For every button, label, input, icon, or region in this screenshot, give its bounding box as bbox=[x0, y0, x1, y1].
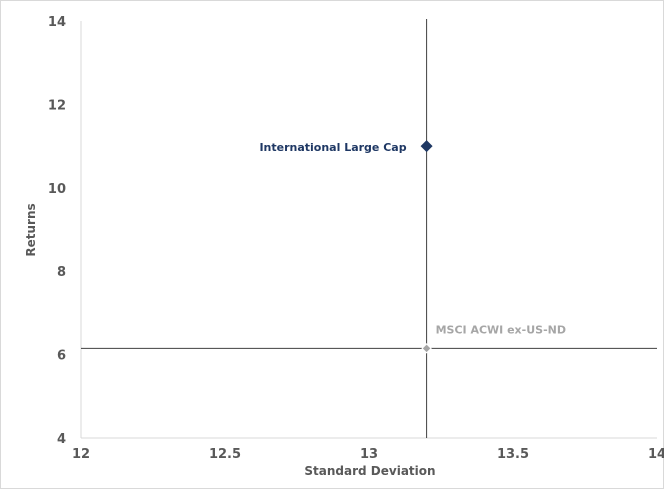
y-tick-label: 6 bbox=[57, 349, 66, 364]
data-point-label: MSCI ACWI ex-US-ND bbox=[436, 323, 566, 336]
data-point-marker bbox=[421, 343, 432, 354]
x-tick-label: 13.5 bbox=[497, 447, 529, 462]
benchmark-crosshair bbox=[81, 19, 657, 438]
x-tick-label: 12 bbox=[72, 447, 90, 462]
y-tick-label: 14 bbox=[48, 15, 66, 30]
y-tick-label: 10 bbox=[48, 182, 66, 197]
x-tick-label: 13 bbox=[360, 447, 378, 462]
axes bbox=[80, 21, 657, 439]
x-axis-title: Standard Deviation bbox=[304, 464, 435, 478]
data-points: International Large Cap MSCI ACWI ex-US-N… bbox=[259, 140, 566, 354]
tick-labels: 12 12.5 13 13.5 14 4 6 8 10 12 14 bbox=[48, 15, 664, 462]
x-tick-label: 14 bbox=[648, 447, 664, 462]
y-tick-label: 12 bbox=[48, 98, 66, 113]
data-point-label: International Large Cap bbox=[259, 141, 406, 154]
data-point-marker bbox=[420, 140, 433, 153]
x-tick-label: 12.5 bbox=[209, 447, 241, 462]
y-axis-title: Returns bbox=[24, 203, 38, 256]
y-tick-label: 4 bbox=[57, 432, 66, 447]
y-tick-label: 8 bbox=[57, 265, 66, 280]
